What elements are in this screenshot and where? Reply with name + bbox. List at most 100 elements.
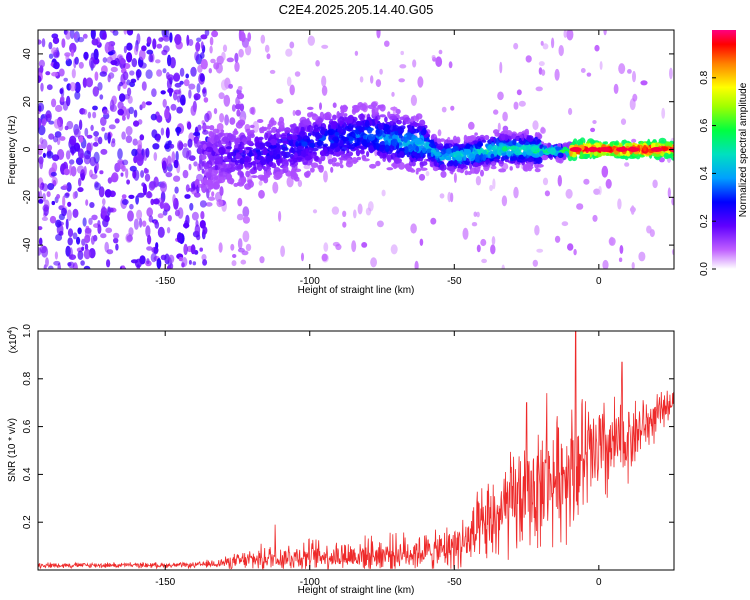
spectrogram-noise-cell — [110, 66, 118, 73]
spectrogram-signal-cell — [212, 182, 220, 190]
spectrogram-signal-cell — [419, 119, 426, 127]
spectrogram-signal-cell — [247, 179, 253, 184]
spectrogram-noise-cell — [198, 158, 204, 171]
spectrogram-signal-cell — [385, 124, 390, 130]
spectrogram-noise-cell — [125, 135, 133, 144]
spectrogram-noise-cell — [47, 183, 55, 191]
spectrogram-signal-cell — [464, 148, 472, 155]
spectrogram-noise-cell — [592, 214, 598, 222]
spectrogram-noise-cell — [48, 41, 53, 50]
spectrogram-noise-cell — [228, 83, 234, 89]
spectrogram-noise-cell — [70, 166, 77, 177]
spectrogram-signal-cell — [331, 157, 337, 163]
spectrogram-noise-cell — [551, 37, 555, 49]
spectrogram-noise-cell — [41, 246, 49, 258]
spectrogram-noise-cell — [53, 135, 58, 143]
spectrogram-signal-cell — [408, 157, 417, 161]
spectrogram-signal-cell — [282, 140, 288, 145]
spectrogram-y-tick-label: -20 — [22, 190, 33, 205]
spectrogram-signal-cell — [577, 139, 584, 146]
spectrogram-noise-cell — [107, 132, 111, 144]
spectrogram-signal-cell — [332, 136, 338, 142]
spectrogram-signal-cell — [327, 150, 334, 155]
spectrogram-noise-cell — [38, 39, 42, 45]
snr-y-tick-label: 0.8 — [22, 371, 33, 385]
spectrogram-noise-cell — [205, 202, 213, 207]
spectrogram-noise-cell — [175, 126, 182, 134]
spectrogram-noise-cell — [160, 254, 167, 261]
spectrogram-noise-cell — [219, 113, 225, 123]
spectrogram-signal-cell — [356, 145, 364, 149]
spectrogram-signal-cell — [475, 153, 480, 162]
spectrogram-signal-cell — [490, 161, 497, 167]
spectrogram-signal-cell — [222, 161, 226, 166]
spectrogram-signal-cell — [540, 154, 549, 161]
spectrogram-noise-cell — [188, 39, 194, 46]
spectrogram-noise-cell — [176, 232, 183, 243]
spectrogram-noise-cell — [375, 79, 382, 88]
spectrogram-signal-cell — [356, 134, 360, 138]
spectrogram-noise-cell — [45, 110, 52, 123]
spectrogram-noise-cell — [667, 187, 671, 199]
spectrogram-noise-cell — [209, 45, 213, 54]
spectrogram-signal-cell — [286, 136, 291, 140]
spectrogram-noise-cell — [76, 236, 81, 245]
spectrogram-signal-cell — [504, 159, 510, 163]
spectrogram-signal-cell — [537, 133, 543, 140]
figure-title: C2E4.2025.205.14.40.G05 — [279, 2, 434, 17]
spectrogram-noise-cell — [147, 190, 152, 199]
spectrogram-noise-cell — [109, 99, 115, 111]
spectrogram-noise-cell — [632, 93, 638, 102]
spectrogram-noise-cell — [542, 177, 549, 186]
spectrogram-signal-cell — [480, 169, 484, 177]
spectrogram-noise-cell — [390, 244, 398, 255]
spectrogram-noise-cell — [447, 191, 452, 203]
spectrogram-noise-cell — [646, 225, 652, 234]
spectrogram-noise-cell — [111, 172, 119, 183]
spectrogram-signal-cell — [218, 177, 226, 184]
spectrogram-signal-cell — [297, 145, 304, 150]
spectrogram-noise-cell — [131, 148, 138, 157]
spectrogram-noise-cell — [453, 172, 457, 183]
spectrogram-signal-cell — [310, 162, 319, 168]
spectrogram-noise-cell — [129, 70, 135, 76]
spectrogram-noise-cell — [85, 77, 93, 88]
spectrogram-signal-cell — [624, 155, 629, 161]
spectrogram-noise-cell — [97, 224, 102, 235]
spectrogram-signal-cell — [232, 130, 239, 136]
spectrogram-noise-cell — [42, 204, 50, 212]
spectrogram-noise-cell — [140, 170, 145, 178]
spectrogram-noise-cell — [193, 161, 198, 167]
spectrogram-signal-cell — [456, 168, 462, 173]
spectrogram-signal-cell — [450, 153, 454, 157]
spectrogram-noise-cell — [208, 68, 212, 74]
spectrogram-signal-cell — [526, 135, 534, 142]
spectrogram-signal-cell — [282, 165, 289, 174]
spectrogram-noise-cell — [66, 182, 72, 192]
spectrogram-noise-cell — [165, 72, 170, 80]
spectrogram-noise-cell — [163, 45, 170, 53]
spectrogram-signal-cell — [403, 136, 408, 143]
spectrogram-noise-cell — [278, 210, 282, 222]
spectrogram-noise-cell — [558, 45, 564, 57]
spectrogram-noise-cell — [69, 30, 75, 40]
spectrogram-noise-cell — [601, 165, 609, 178]
spectrogram-noise-cell — [599, 61, 603, 70]
spectrogram-noise-cell — [234, 61, 240, 72]
spectrogram-noise-cell — [437, 129, 442, 137]
spectrogram-noise-cell — [214, 191, 223, 202]
spectrogram-signal-cell — [205, 146, 213, 152]
spectrogram-noise-cell — [170, 103, 177, 111]
spectrogram-signal-cell — [496, 155, 501, 160]
spectrogram-noise-cell — [211, 30, 219, 38]
spectrogram-noise-cell — [55, 234, 63, 241]
spectrogram-noise-cell — [235, 96, 240, 106]
spectrogram-noise-cell — [135, 195, 140, 205]
spectrogram-noise-cell — [661, 107, 666, 119]
spectrogram-signal-cell — [316, 139, 324, 147]
spectrogram-signal-cell — [463, 134, 468, 143]
spectrogram-signal-cell — [310, 167, 315, 173]
spectrogram-noise-cell — [431, 55, 436, 60]
spectrogram-noise-cell — [166, 227, 171, 234]
